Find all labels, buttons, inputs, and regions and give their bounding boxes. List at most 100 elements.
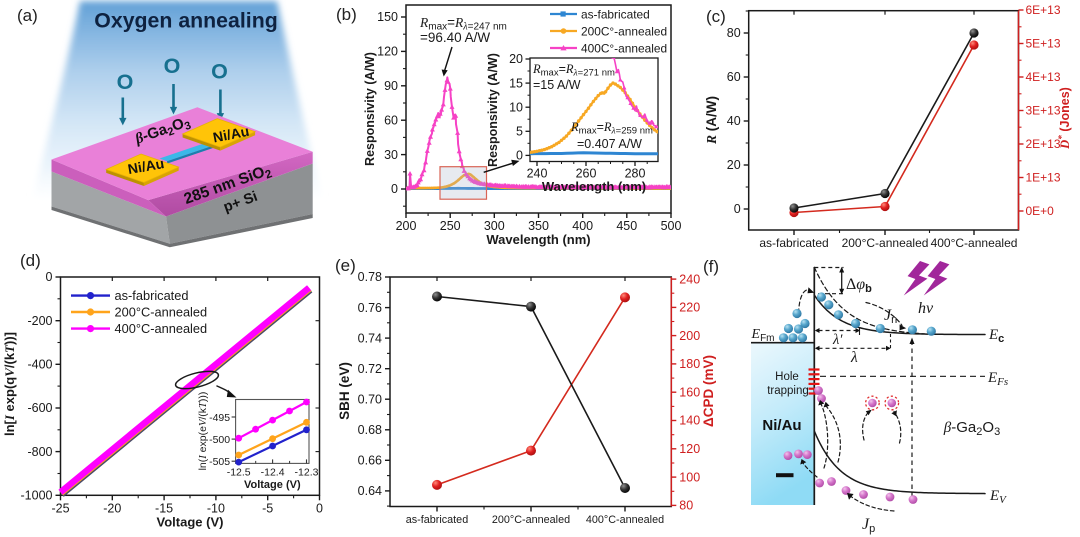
svg-text:as-fabricated: as-fabricated	[115, 288, 189, 303]
svg-text:40: 40	[727, 114, 741, 128]
svg-text:(a): (a)	[17, 6, 38, 25]
svg-text:SBH (eV): SBH (eV)	[337, 362, 352, 420]
svg-text:450: 450	[616, 219, 637, 233]
svg-text:0.78: 0.78	[358, 270, 382, 284]
svg-text:-600: -600	[27, 401, 52, 415]
svg-text:80: 80	[679, 499, 693, 513]
svg-text:80: 80	[727, 26, 741, 40]
svg-text:300: 300	[484, 219, 505, 233]
svg-text:400C°-annealed: 400C°-annealed	[581, 41, 667, 55]
svg-text:-10: -10	[207, 501, 225, 515]
svg-text:400°C-annealed: 400°C-annealed	[586, 514, 664, 526]
svg-text:20: 20	[509, 52, 523, 66]
svg-text:(c): (c)	[706, 7, 726, 26]
svg-text:-25: -25	[51, 501, 69, 515]
svg-text:15: 15	[509, 76, 523, 90]
svg-text:Voltage (V): Voltage (V)	[244, 479, 301, 491]
svg-text:(d): (d)	[20, 251, 41, 270]
svg-text:-5: -5	[262, 501, 273, 515]
svg-text:Hole: Hole	[775, 371, 799, 383]
svg-text:150: 150	[377, 10, 398, 24]
svg-text:O: O	[164, 54, 181, 78]
svg-text:Wavelength (nm): Wavelength (nm)	[542, 179, 646, 194]
svg-text:Responsivity (A/W): Responsivity (A/W)	[486, 53, 500, 167]
svg-text:-800: -800	[27, 445, 52, 459]
svg-text:(f): (f)	[703, 257, 719, 276]
svg-text:140: 140	[679, 414, 700, 428]
svg-text:D* (Jones): D* (Jones)	[1057, 87, 1073, 150]
svg-text:ΔCPD (mV): ΔCPD (mV)	[701, 355, 716, 427]
svg-text:(e): (e)	[335, 256, 356, 275]
svg-text:0E+0: 0E+0	[1026, 204, 1055, 218]
svg-text:160: 160	[679, 385, 700, 399]
svg-text:400°C-annealed: 400°C-annealed	[115, 321, 208, 336]
svg-text:-12.5: -12.5	[227, 466, 251, 478]
svg-text:R (A/W): R (A/W)	[704, 96, 719, 145]
svg-text:0: 0	[391, 182, 398, 196]
svg-text:200: 200	[396, 219, 417, 233]
svg-text:Ni/Au: Ni/Au	[762, 417, 801, 434]
svg-text:-15: -15	[155, 501, 173, 515]
svg-text:90: 90	[384, 79, 398, 93]
svg-text:0.70: 0.70	[358, 392, 382, 406]
svg-text:3E+13: 3E+13	[1026, 104, 1061, 118]
svg-text:220: 220	[679, 301, 700, 315]
svg-text:Ni/Au: Ni/Au	[212, 123, 251, 146]
svg-text:280: 280	[625, 167, 646, 181]
svg-text:trapping: trapping	[767, 385, 809, 397]
svg-text:-400: -400	[27, 358, 52, 372]
svg-text:120: 120	[679, 442, 700, 456]
svg-text:400: 400	[572, 219, 593, 233]
svg-text:350: 350	[528, 219, 549, 233]
svg-text:ln[I exp(qV/(kT))]: ln[I exp(qV/(kT))]	[2, 332, 17, 436]
svg-text:0.74: 0.74	[358, 331, 382, 345]
svg-text:as-fabricated: as-fabricated	[759, 236, 828, 250]
svg-text:(b): (b)	[336, 5, 357, 24]
svg-text:Responsivity (A/W): Responsivity (A/W)	[363, 52, 377, 166]
svg-text:hν: hν	[918, 300, 934, 317]
svg-text:60: 60	[384, 113, 398, 127]
svg-text:0.72: 0.72	[358, 362, 382, 376]
svg-text:Wavelength (nm): Wavelength (nm)	[486, 232, 590, 247]
svg-text:-495: -495	[209, 412, 230, 424]
svg-text:ln(I exp(eV/(kT))): ln(I exp(eV/(kT)))	[197, 392, 209, 471]
svg-text:Oxygen annealing: Oxygen annealing	[94, 9, 277, 33]
svg-text:120: 120	[377, 45, 398, 59]
svg-text:Voltage (V): Voltage (V)	[157, 514, 224, 529]
svg-text:as-fabricated: as-fabricated	[406, 514, 468, 526]
svg-text:0.64: 0.64	[358, 484, 382, 498]
svg-text:-12.4: -12.4	[261, 466, 285, 478]
svg-text:as-fabricated: as-fabricated	[581, 7, 650, 21]
svg-text:2E+13: 2E+13	[1026, 137, 1061, 151]
svg-text:O: O	[211, 60, 228, 84]
svg-text:500: 500	[661, 219, 682, 233]
svg-text:-1000: -1000	[21, 489, 53, 503]
svg-text:6E+13: 6E+13	[1026, 3, 1061, 17]
svg-text:180: 180	[679, 357, 700, 371]
svg-text:β-Ga2O3: β-Ga2O3	[943, 419, 1000, 438]
svg-text:200: 200	[679, 329, 700, 343]
svg-text:-200: -200	[27, 314, 52, 328]
svg-text:-20: -20	[103, 501, 121, 515]
svg-text:240: 240	[527, 167, 548, 181]
svg-text:20: 20	[727, 158, 741, 172]
svg-text:0.76: 0.76	[358, 301, 382, 315]
svg-text:10: 10	[509, 100, 523, 114]
svg-text:1E+13: 1E+13	[1026, 171, 1061, 185]
svg-text:250: 250	[440, 219, 461, 233]
svg-text:260: 260	[576, 167, 597, 181]
svg-text:Ni/Au: Ni/Au	[127, 155, 166, 177]
svg-text:0: 0	[734, 202, 741, 216]
svg-text:4E+13: 4E+13	[1026, 70, 1061, 84]
svg-text:=15 A/W: =15 A/W	[533, 78, 581, 92]
svg-text:-505: -505	[209, 456, 230, 468]
svg-text:=0.407 A/W: =0.407 A/W	[577, 137, 642, 151]
svg-text:O: O	[117, 70, 134, 94]
svg-text:0: 0	[46, 270, 53, 284]
svg-text:0.66: 0.66	[358, 454, 382, 468]
svg-text:-500: -500	[209, 434, 230, 446]
svg-text:-12.3: -12.3	[295, 466, 319, 478]
svg-text:5E+13: 5E+13	[1026, 37, 1061, 51]
svg-text:=96.40 A/W: =96.40 A/W	[420, 30, 490, 45]
svg-text:0: 0	[516, 149, 523, 163]
